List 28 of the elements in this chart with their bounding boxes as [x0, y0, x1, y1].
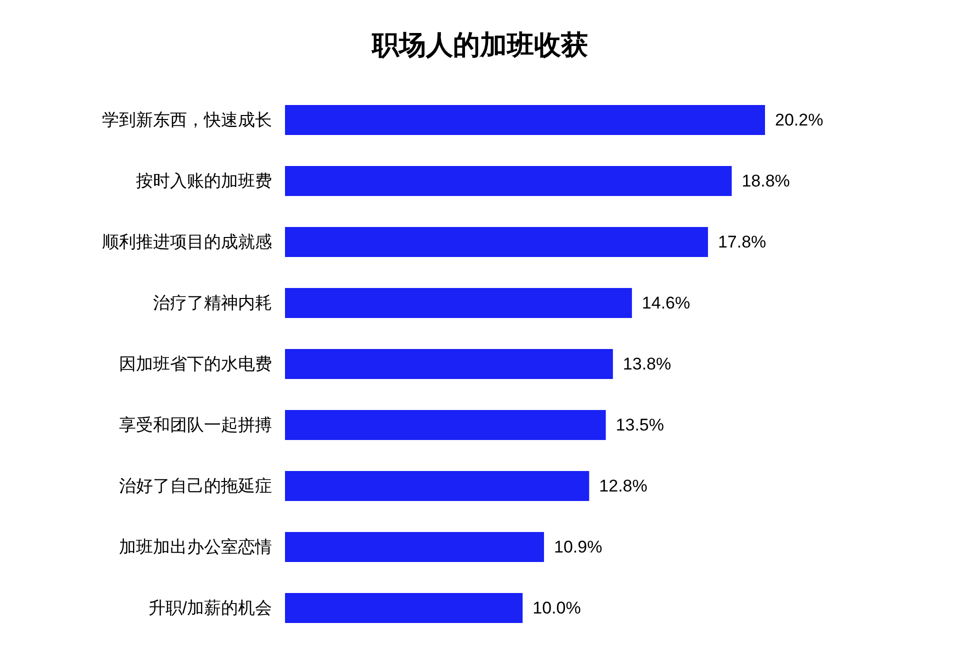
bar: [285, 532, 544, 562]
data-label: 20.2%: [775, 110, 824, 130]
y-tick-label: 因加班省下的水电费: [119, 354, 272, 374]
bar: [285, 593, 523, 623]
y-tick-label: 治疗了精神内耗: [153, 294, 272, 312]
data-label: 10.0%: [532, 598, 581, 618]
chart-title: 职场人的加班收获: [371, 30, 588, 60]
data-label: 10.9%: [554, 538, 602, 556]
y-tick-label: 学到新东西，快速成长: [102, 110, 272, 130]
y-tick-label: 顺利推进项目的成就感: [102, 232, 272, 252]
data-label: 17.8%: [718, 232, 766, 252]
y-tick-label: 治好了自己的拖延症: [119, 476, 272, 496]
data-label: 13.5%: [616, 416, 664, 434]
bar: [285, 166, 732, 196]
data-label: 13.8%: [622, 354, 672, 374]
bar: [285, 105, 765, 135]
y-tick-label: 按时入账的加班费: [136, 172, 272, 190]
data-label: 18.8%: [742, 172, 790, 190]
bar: [285, 410, 606, 440]
y-tick-label: 升职/加薪的机会: [148, 598, 272, 618]
bar: [285, 349, 613, 379]
bar: [285, 227, 708, 257]
y-tick-label: 享受和团队一起拼搏: [119, 416, 272, 434]
y-tick-label: 加班加出办公室恋情: [119, 538, 272, 556]
bar: [285, 288, 632, 318]
data-label: 12.8%: [599, 476, 648, 496]
data-label: 14.6%: [642, 294, 690, 312]
bar: [285, 471, 590, 501]
